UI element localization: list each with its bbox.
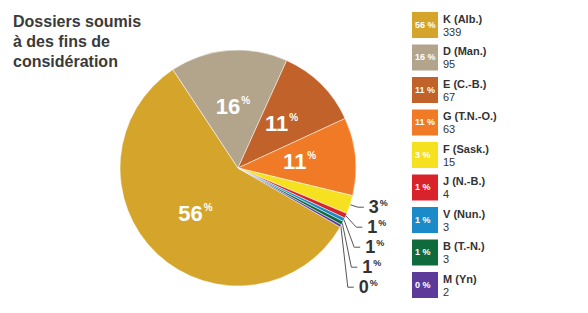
svg-text:%: % xyxy=(204,202,213,213)
svg-text:à des fins de: à des fins de xyxy=(13,33,110,50)
svg-text:0 %: 0 % xyxy=(415,280,431,290)
svg-text:11: 11 xyxy=(283,149,306,174)
svg-text:V (Nun.): V (Nun.) xyxy=(443,208,485,220)
svg-text:0: 0 xyxy=(359,277,369,297)
svg-text:B (T.-N.): B (T.-N.) xyxy=(443,240,485,252)
svg-text:F (Sask.): F (Sask.) xyxy=(443,143,489,155)
svg-text:1: 1 xyxy=(365,237,375,257)
svg-text:67: 67 xyxy=(443,91,455,103)
svg-text:63: 63 xyxy=(443,123,455,135)
svg-text:11: 11 xyxy=(265,111,288,136)
svg-text:J (N.-B.): J (N.-B.) xyxy=(443,175,486,187)
svg-text:Dossiers soumis: Dossiers soumis xyxy=(13,13,141,30)
svg-text:considération: considération xyxy=(13,53,118,70)
svg-text:K (Alb.): K (Alb.) xyxy=(443,13,482,25)
svg-text:%: % xyxy=(373,258,381,268)
svg-text:3: 3 xyxy=(443,221,449,233)
svg-text:4: 4 xyxy=(443,188,449,200)
svg-text:11 %: 11 % xyxy=(415,117,435,127)
svg-text:%: % xyxy=(380,198,388,208)
svg-text:56: 56 xyxy=(178,201,202,226)
svg-text:1: 1 xyxy=(362,257,372,277)
svg-text:1 %: 1 % xyxy=(415,182,431,192)
svg-text:16: 16 xyxy=(216,94,240,119)
svg-text:%: % xyxy=(307,150,316,161)
svg-text:%: % xyxy=(241,95,250,106)
svg-text:1: 1 xyxy=(367,217,377,237)
svg-text:3: 3 xyxy=(369,197,379,217)
svg-text:%: % xyxy=(378,218,386,228)
svg-text:G (T.N.-O.): G (T.N.-O.) xyxy=(443,110,497,122)
svg-text:16 %: 16 % xyxy=(415,52,436,62)
svg-text:%: % xyxy=(289,112,298,123)
svg-text:15: 15 xyxy=(443,156,455,168)
svg-text:M (Yn): M (Yn) xyxy=(443,273,477,285)
svg-text:3: 3 xyxy=(443,253,449,265)
svg-text:1 %: 1 % xyxy=(415,247,431,257)
svg-text:%: % xyxy=(370,278,378,288)
svg-text:11 %: 11 % xyxy=(415,85,435,95)
svg-text:1 %: 1 % xyxy=(415,215,431,225)
svg-text:3 %: 3 % xyxy=(415,150,431,160)
svg-text:E (C.-B.): E (C.-B.) xyxy=(443,78,487,90)
svg-text:%: % xyxy=(376,238,384,248)
svg-text:2: 2 xyxy=(443,286,449,298)
svg-text:339: 339 xyxy=(443,26,461,38)
svg-text:D (Man.): D (Man.) xyxy=(443,45,487,57)
svg-text:56 %: 56 % xyxy=(415,20,436,30)
svg-text:95: 95 xyxy=(443,58,455,70)
